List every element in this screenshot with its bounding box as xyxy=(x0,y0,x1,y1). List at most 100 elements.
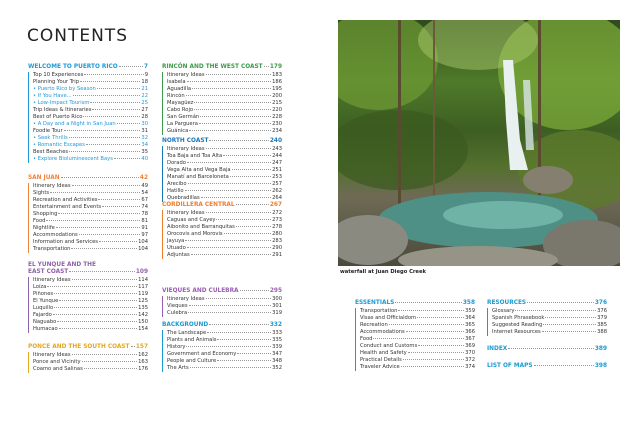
toc-entry[interactable]: Humacao 154 xyxy=(33,326,148,333)
section-heading[interactable]: NORTH COAST 240 xyxy=(162,138,282,145)
toc-entry[interactable]: Food 81 xyxy=(33,218,148,225)
section-page: 42 xyxy=(139,175,148,181)
toc-entry[interactable]: Naguabo 150 xyxy=(33,319,148,326)
toc-entry[interactable]: Food 367 xyxy=(360,336,475,343)
toc-entry[interactable]: • Explore Bioluminescent Bays 40 xyxy=(33,156,148,163)
section-heading[interactable]: INDEX 389 xyxy=(487,346,607,353)
toc-entry[interactable]: • Seek Thrills 32 xyxy=(33,135,148,142)
toc-entry[interactable]: Transportation 359 xyxy=(360,308,475,315)
toc-entry[interactable]: People and Culture 348 xyxy=(167,358,282,365)
toc-entry[interactable]: Aguadilla 195 xyxy=(167,86,282,93)
toc-entry[interactable]: Toa Baja and Toa Alta 244 xyxy=(167,153,282,160)
section-title[interactable]: EL YUNQUE AND THE xyxy=(28,262,96,268)
toc-entry[interactable]: Recreation and Activities 67 xyxy=(33,197,148,204)
toc-entry[interactable]: Adjuntas 291 xyxy=(167,252,282,259)
toc-entry[interactable]: Internet Resources 388 xyxy=(492,329,607,336)
section-heading[interactable]: PONCE AND THE SOUTH COAST 157 xyxy=(28,344,148,351)
toc-entry[interactable]: Vega Alta and Vega Baja 251 xyxy=(167,167,282,174)
toc-entry[interactable]: Itinerary Ideas 49 xyxy=(33,183,148,190)
section-heading[interactable]: CORDILLERA CENTRAL 267 xyxy=(162,202,282,209)
toc-entry[interactable]: Glossary 376 xyxy=(492,308,607,315)
section-heading[interactable]: RINCÓN AND THE WEST COAST 179 xyxy=(162,64,282,71)
toc-entry[interactable]: • A Day and a Night in San Juan 30 xyxy=(33,121,148,128)
toc-entry[interactable]: Jayuya 283 xyxy=(167,238,282,245)
entry-label: Aibonito and Barranquitas xyxy=(167,224,235,230)
toc-entry[interactable]: El Yunque 125 xyxy=(33,298,148,305)
toc-entry[interactable]: Transportation 104 xyxy=(33,246,148,253)
toc-entry[interactable]: Vieques 301 xyxy=(167,303,282,310)
toc-entry[interactable]: Government and Economy 347 xyxy=(167,351,282,358)
toc-entry[interactable]: • If You Have... 22 xyxy=(33,93,148,100)
toc-entry[interactable]: Visas and Officialdom 364 xyxy=(360,315,475,322)
toc-entry[interactable]: Manatí and Barceloneta 253 xyxy=(167,174,282,181)
toc-entry[interactable]: Isabela 186 xyxy=(167,79,282,86)
toc-entry[interactable]: Suggested Reading 385 xyxy=(492,322,607,329)
toc-entry[interactable]: • Puerto Rico by Season 21 xyxy=(33,86,148,93)
toc-entry[interactable]: Itinerary Ideas 114 xyxy=(33,277,148,284)
entry-label: Itinerary Ideas xyxy=(167,210,205,216)
entry-label: Government and Economy xyxy=(167,351,237,357)
page-title: CONTENTS xyxy=(27,26,128,46)
toc-entry[interactable]: Trip Ideas & Itineraries 27 xyxy=(33,107,148,114)
toc-entry[interactable]: Itinerary Ideas 272 xyxy=(167,210,282,217)
toc-entry[interactable]: Rincón 200 xyxy=(167,93,282,100)
section-heading[interactable]: WELCOME TO PUERTO RICO 7 xyxy=(28,64,148,71)
toc-entry[interactable]: Itinerary Ideas 243 xyxy=(167,146,282,153)
toc-entry[interactable]: La Parguera 230 xyxy=(167,121,282,128)
toc-entry[interactable]: Orocovis and Morovis 280 xyxy=(167,231,282,238)
toc-entry[interactable]: Top 10 Experiences 9 xyxy=(33,72,148,79)
toc-entry[interactable]: Hatillo 262 xyxy=(167,188,282,195)
toc-entry[interactable]: The Arts 352 xyxy=(167,365,282,372)
toc-entry[interactable]: Planning Your Trip 18 xyxy=(33,79,148,86)
section-heading[interactable]: VIEQUES AND CULEBRA 295 xyxy=(162,288,282,295)
toc-entry[interactable]: Quebradillas 264 xyxy=(167,195,282,202)
toc-entry[interactable]: Information and Services 104 xyxy=(33,239,148,246)
toc-entry[interactable]: Spanish Phrasebook 379 xyxy=(492,315,607,322)
toc-entry[interactable]: Ponce and Vicinity 163 xyxy=(33,359,148,366)
section-heading[interactable]: SAN JUAN 42 xyxy=(28,175,148,182)
entry-label: Foodie Tour xyxy=(33,128,63,134)
section-heading[interactable]: LIST OF MAPS 398 xyxy=(487,363,607,370)
toc-entry[interactable]: Itinerary Ideas 300 xyxy=(167,296,282,303)
toc-entry[interactable]: Mayagüez 215 xyxy=(167,100,282,107)
toc-entry[interactable]: Coamo and Salinas 176 xyxy=(33,366,148,373)
toc-entry[interactable]: Dorado 247 xyxy=(167,160,282,167)
toc-entry[interactable]: • Romantic Escapes 34 xyxy=(33,142,148,149)
toc-entry[interactable]: Foodie Tour 31 xyxy=(33,128,148,135)
toc-entry[interactable]: Piñones 119 xyxy=(33,291,148,298)
section-heading[interactable]: ESSENTIALS 358 xyxy=(355,300,475,307)
toc-entry[interactable]: Traveler Advice 374 xyxy=(360,364,475,371)
toc-entry[interactable]: Culebra 319 xyxy=(167,310,282,317)
toc-entry[interactable]: Luquillo 135 xyxy=(33,305,148,312)
toc-entry[interactable]: Sights 54 xyxy=(33,190,148,197)
toc-entry[interactable]: San Germán 228 xyxy=(167,114,282,121)
toc-entry[interactable]: Cabo Rojo 220 xyxy=(167,107,282,114)
toc-entry[interactable]: Guánica 234 xyxy=(167,128,282,135)
section-heading[interactable]: EAST COAST 109 xyxy=(28,269,148,276)
toc-entry[interactable]: Shopping 78 xyxy=(33,211,148,218)
toc-entry[interactable]: Utuado 290 xyxy=(167,245,282,252)
toc-entry[interactable]: Caguas and Cayey 273 xyxy=(167,217,282,224)
section-heading[interactable]: BACKGROUND 332 xyxy=(162,322,282,329)
toc-entry[interactable]: Best Beaches 35 xyxy=(33,149,148,156)
toc-entry[interactable]: Arecibo 257 xyxy=(167,181,282,188)
toc-entry[interactable]: Itinerary Ideas 183 xyxy=(167,72,282,79)
toc-entry[interactable]: Accommodations 97 xyxy=(33,232,148,239)
toc-entry[interactable]: Health and Safety 370 xyxy=(360,350,475,357)
section-heading[interactable]: RESOURCES 376 xyxy=(487,300,607,307)
toc-entry[interactable]: Best of Puerto Rico 28 xyxy=(33,114,148,121)
toc-entry[interactable]: Conduct and Customs 369 xyxy=(360,343,475,350)
toc-entry[interactable]: Accommodations 366 xyxy=(360,329,475,336)
toc-entry[interactable]: Nightlife 91 xyxy=(33,225,148,232)
toc-entry[interactable]: Fajardo 142 xyxy=(33,312,148,319)
toc-entry[interactable]: The Landscape 333 xyxy=(167,330,282,337)
toc-entry[interactable]: • Low-Impact Tourism 25 xyxy=(33,100,148,107)
toc-entry[interactable]: Itinerary Ideas 162 xyxy=(33,352,148,359)
toc-entry[interactable]: History 339 xyxy=(167,344,282,351)
toc-entry[interactable]: Plants and Animals 335 xyxy=(167,337,282,344)
toc-entry[interactable]: Aibonito and Barranquitas 278 xyxy=(167,224,282,231)
toc-entry[interactable]: Practical Details 372 xyxy=(360,357,475,364)
toc-entry[interactable]: Loíza 117 xyxy=(33,284,148,291)
toc-entry[interactable]: Entertainment and Events 74 xyxy=(33,204,148,211)
toc-entry[interactable]: Recreation 365 xyxy=(360,322,475,329)
